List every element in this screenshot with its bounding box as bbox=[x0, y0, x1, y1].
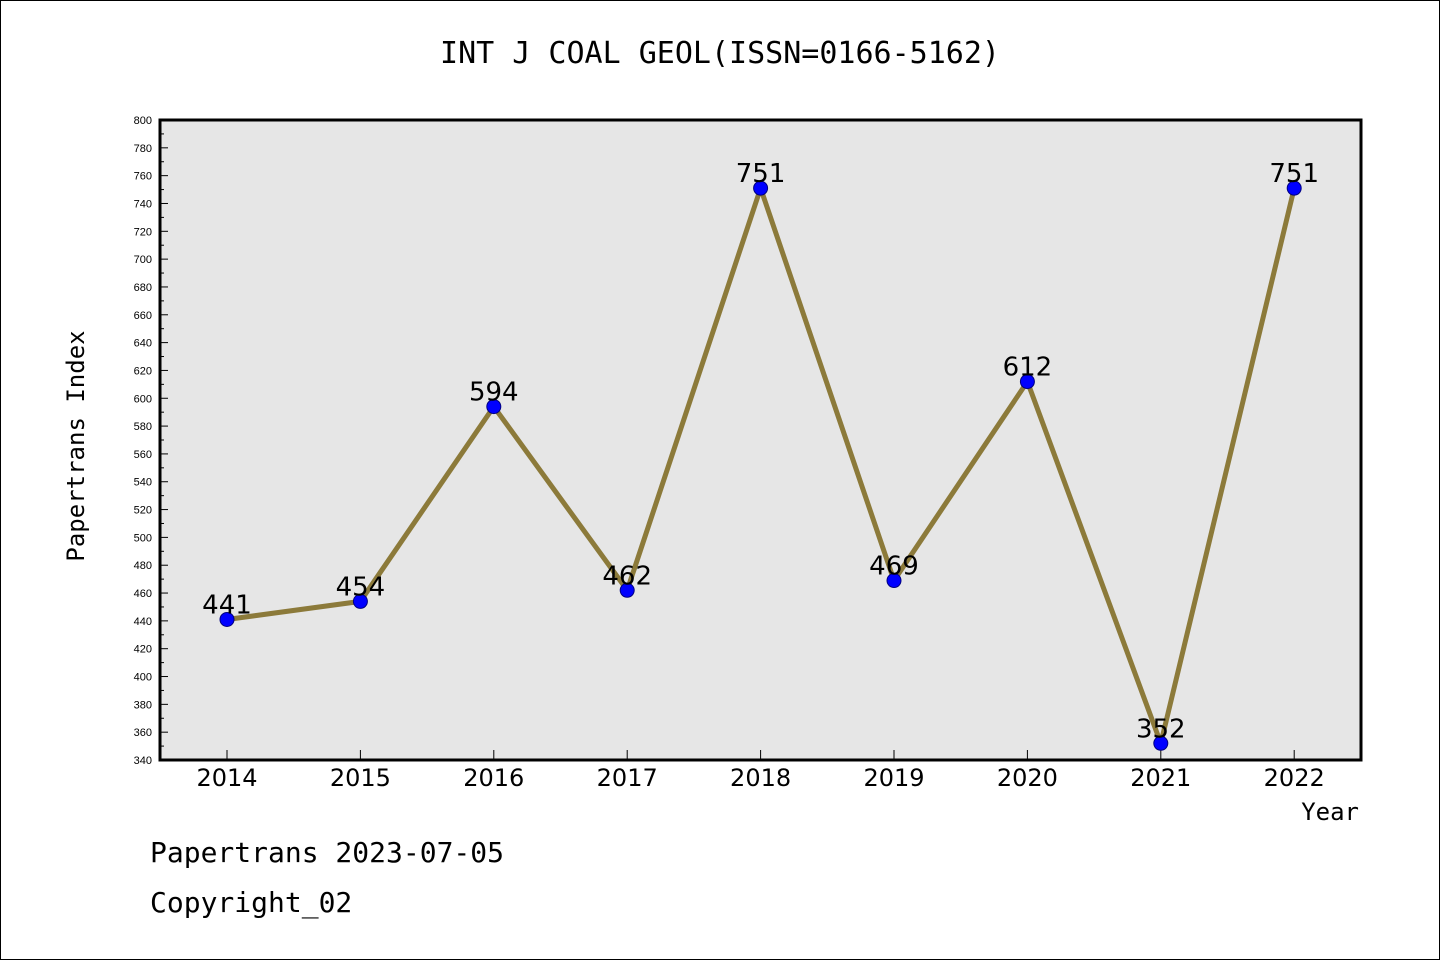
data-label: 594 bbox=[469, 378, 519, 408]
footer-copyright: Copyright_02 bbox=[150, 886, 353, 919]
x-tick-label: 2020 bbox=[997, 764, 1058, 792]
y-tick-label: 660 bbox=[134, 310, 152, 322]
y-tick-label: 440 bbox=[134, 616, 152, 628]
data-point bbox=[619, 582, 635, 598]
data-label: 751 bbox=[1269, 159, 1319, 189]
y-tick-label: 540 bbox=[134, 477, 152, 489]
data-label: 352 bbox=[1136, 714, 1186, 744]
y-tick-label: 600 bbox=[134, 393, 152, 405]
data-point bbox=[486, 399, 502, 415]
y-tick-label: 700 bbox=[134, 254, 152, 266]
data-labels: 441 454 594 462 751 469 612 352 751 bbox=[202, 159, 1319, 744]
data-label: 751 bbox=[736, 159, 786, 189]
y-tick-label: 500 bbox=[134, 532, 152, 544]
plot-area bbox=[158, 118, 1363, 762]
data-label: 462 bbox=[602, 561, 652, 591]
data-label: 612 bbox=[1003, 353, 1053, 383]
x-tick-label: 2014 bbox=[196, 764, 257, 792]
data-label: 469 bbox=[869, 552, 919, 582]
y-tick-label: 680 bbox=[134, 282, 152, 294]
y-tick-label: 620 bbox=[134, 365, 152, 377]
x-axis: 2014 2015 2016 2017 2018 2019 2020 2021 2022 bbox=[196, 750, 1325, 792]
data-point bbox=[1286, 180, 1302, 196]
y-tick-label: 560 bbox=[134, 449, 152, 461]
y-tick-label: 720 bbox=[134, 226, 152, 238]
x-axis-label: Year bbox=[1301, 798, 1359, 826]
y-tick-label: 640 bbox=[134, 338, 152, 350]
data-label: 441 bbox=[202, 590, 252, 620]
data-point bbox=[219, 611, 235, 627]
y-tick-label: 780 bbox=[134, 143, 152, 155]
y-tick-label: 740 bbox=[134, 198, 152, 210]
data-point bbox=[886, 573, 902, 589]
y-tick-label: 360 bbox=[134, 727, 152, 739]
y-tick-label: 400 bbox=[134, 672, 152, 684]
data-point bbox=[1019, 374, 1035, 390]
y-tick-label: 520 bbox=[134, 505, 152, 517]
data-point bbox=[1153, 735, 1169, 751]
series-markers bbox=[219, 180, 1302, 751]
y-axis-label: Papertrans Index bbox=[62, 330, 90, 561]
y-tick-label: 480 bbox=[134, 560, 152, 572]
x-tick-label: 2019 bbox=[863, 764, 924, 792]
footer-date: Papertrans 2023-07-05 bbox=[150, 836, 505, 869]
x-tick-label: 2021 bbox=[1130, 764, 1191, 792]
chart-title: INT J COAL GEOL(ISSN=0166-5162) bbox=[440, 36, 1000, 71]
y-tick-label: 460 bbox=[134, 588, 152, 600]
data-label: 454 bbox=[336, 572, 386, 602]
x-tick-label: 2017 bbox=[597, 764, 658, 792]
y-tick-label: 580 bbox=[134, 421, 152, 433]
x-tick-label: 2015 bbox=[330, 764, 391, 792]
y-tick-label: 760 bbox=[134, 171, 152, 183]
x-tick-label: 2016 bbox=[463, 764, 524, 792]
data-point bbox=[753, 180, 769, 196]
y-tick-label: 380 bbox=[134, 699, 152, 711]
y-tick-label: 340 bbox=[134, 755, 152, 767]
y-tick-label: 420 bbox=[134, 644, 152, 656]
y-tick-label: 800 bbox=[134, 115, 152, 127]
x-tick-label: 2018 bbox=[730, 764, 791, 792]
data-point bbox=[352, 593, 368, 609]
y-axis: 340 360 380 400 420 440 460 480 500 520 540 560 580 6… bbox=[134, 115, 168, 767]
x-tick-label: 2022 bbox=[1264, 764, 1325, 792]
